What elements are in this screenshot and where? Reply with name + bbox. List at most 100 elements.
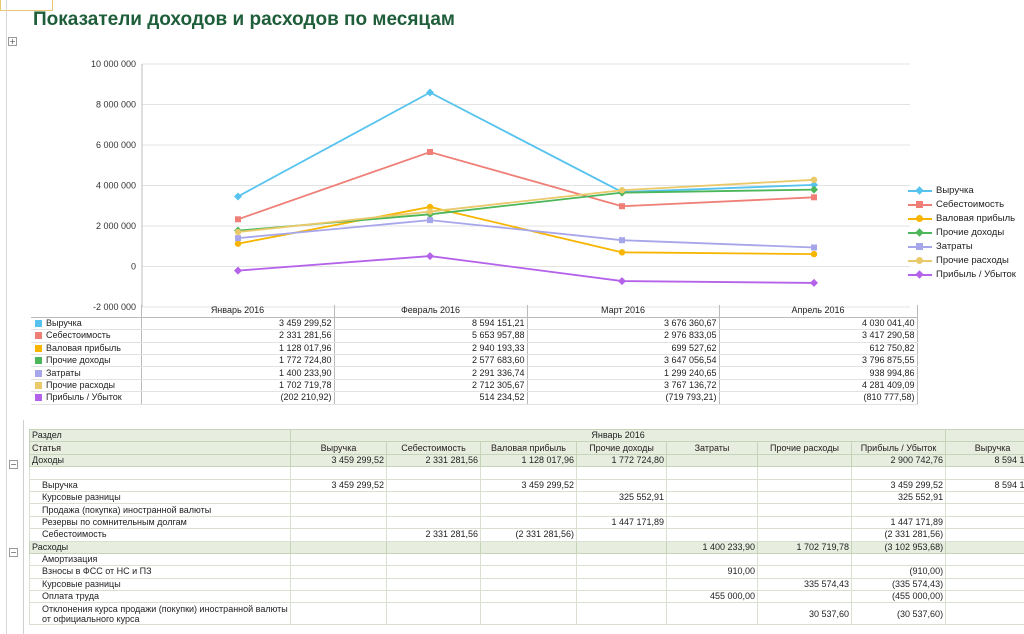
report-cell: (455 000,00) (850, 590, 947, 604)
report-cell (386, 577, 481, 592)
legend-marker (908, 226, 932, 240)
report-cell (290, 565, 387, 579)
report-column-header: Затраты (666, 441, 758, 455)
top-tab-frame (0, 0, 53, 11)
report-row-label: Расходы (29, 540, 291, 554)
data-point (810, 278, 818, 287)
series-name: Затраты (46, 367, 81, 378)
report-cell (666, 466, 758, 480)
series-swatch (35, 344, 42, 352)
report-cell (290, 503, 387, 517)
series-swatch (35, 320, 42, 328)
series-name: Прочие доходы (46, 355, 111, 366)
legend-marker (908, 198, 932, 212)
legend-marker (908, 240, 932, 254)
data-label: (719 793,21) (527, 391, 720, 405)
collapse-income-icon[interactable]: − (9, 460, 18, 469)
report-row-label: Выручка (29, 478, 291, 492)
chart-legend: Выручка Себестоимость Валовая прибыль Прочи… (908, 184, 1016, 282)
report-row: Взносы в ФСС от НС и ПЗ 910,00 (910,00) (29, 565, 1024, 579)
chart-table-header: Январь 2016 Февраль 2016 Март 2016 Апрель 2… (31, 305, 918, 318)
report-row-label: Доходы (29, 453, 291, 468)
report-cell (386, 602, 481, 626)
data-label: 1 128 017,96 (141, 342, 335, 356)
report-row-label: Себестоимость (29, 528, 291, 542)
report-cell (666, 552, 758, 567)
report-cell: 325 552,91 (576, 490, 667, 505)
report-cell (666, 453, 758, 468)
chart-table-row: Прибыль / Убыток (202 210,92) 514 234,52 (7… (31, 391, 918, 405)
legend-label: Себестоимость (936, 199, 1005, 210)
report-cell: (3 102 953,68) (850, 540, 947, 554)
report-row: Амортизация (29, 552, 1024, 567)
y-tick-label: 6 000 000 (96, 140, 136, 150)
report-row-label: Курсовые разницы (29, 490, 291, 505)
header-period-next (945, 428, 1024, 443)
expand-chart-icon[interactable]: + (8, 37, 17, 46)
chart-table-corner (31, 305, 142, 318)
data-point (810, 176, 818, 184)
chart-table-row: Выручка 3 459 299,52 8 594 151,21 3 676 360… (31, 317, 918, 331)
report-cell (945, 552, 1024, 567)
data-label: 3 417 290,58 (719, 329, 918, 343)
report-cell (386, 540, 481, 554)
report-cell (386, 552, 481, 567)
report-column-header: Выручка (290, 441, 387, 455)
data-label: 1 400 233,90 (141, 366, 335, 380)
gutter-line-report (23, 420, 24, 634)
report-cell (290, 515, 387, 530)
report-cell: 2 900 742,76 (850, 453, 947, 468)
report-cell (480, 590, 577, 604)
legend-item: Прочие доходы (908, 226, 1016, 240)
collapse-expenses-icon[interactable]: − (9, 548, 18, 557)
data-label: 612 750,82 (719, 342, 918, 356)
legend-label: Прочие расходы (936, 255, 1009, 266)
x-category-label: Апрель 2016 (719, 305, 918, 318)
data-point (426, 88, 434, 97)
report-cell (945, 565, 1024, 579)
report-cell: (30 537,60) (850, 602, 947, 626)
report-cell: 455 000,00 (666, 590, 758, 604)
report-cell (386, 565, 481, 579)
report-cell: (910,00) (850, 565, 947, 579)
report-cell: 1 702 719,78 (757, 540, 852, 554)
series-swatch (35, 382, 42, 390)
report-cell: (2 331 281,56) (480, 528, 577, 542)
data-point (234, 228, 242, 236)
series-line (237, 91, 815, 198)
report-cell (945, 540, 1024, 554)
report-row-label (29, 466, 291, 480)
report-cell: 2 331 281,56 (386, 528, 481, 542)
header-article: Статья (29, 441, 291, 455)
report-cell (757, 515, 852, 530)
series-name-cell: Затраты (31, 366, 142, 380)
report-cell: 1 772 724,80 (576, 453, 667, 468)
line-chart: 10 000 000 8 000 000 6 000 000 4 000 000 2 0… (91, 59, 910, 312)
report-row-label: Резервы по сомнительным долгам (29, 515, 291, 530)
report-cell (386, 466, 481, 480)
legend-item: Прибыль / Убыток (908, 268, 1016, 282)
series-swatch (35, 332, 42, 340)
report-cell (386, 490, 481, 505)
report-cell: 3 459 299,52 (850, 478, 947, 492)
report-cell (290, 602, 387, 626)
series-swatch (35, 369, 42, 377)
y-tick-label: 0 (131, 262, 136, 272)
report-cell (850, 466, 947, 480)
report-cell (757, 590, 852, 604)
data-point (234, 192, 242, 201)
report-group-row: Расходы 1 400 233,90 1 702 719,78 (3 102 95… (29, 540, 1024, 554)
report-cell (290, 466, 387, 480)
legend-marker (908, 184, 932, 198)
report-cell: 1 447 171,89 (576, 515, 667, 530)
report-cell (480, 602, 577, 626)
report-row: Резервы по сомнительным долгам 1 447 171,… (29, 515, 1024, 530)
report-cell (945, 503, 1024, 517)
report-cell (850, 552, 947, 567)
data-label: 1 702 719,78 (141, 379, 335, 393)
report-row-label: Курсовые разницы (29, 577, 291, 592)
data-label: 8 594 151,21 (334, 317, 528, 331)
chart-table-row: Прочие доходы 1 772 724,80 2 577 683,60 3 6… (31, 354, 918, 368)
data-point (810, 250, 818, 258)
report-cell (290, 552, 387, 567)
